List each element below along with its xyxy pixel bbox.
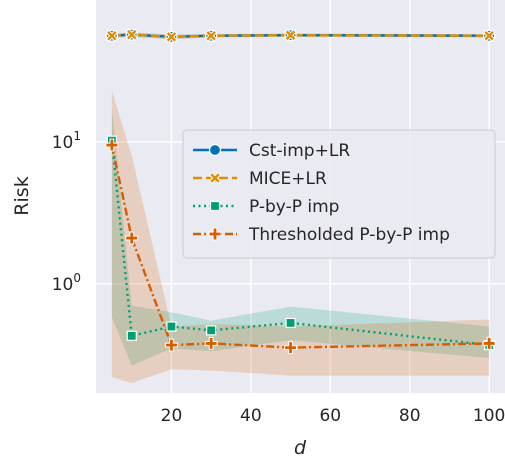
point-thresholded-p-by-p-imp [482, 336, 496, 350]
point-p-by-p-imp [285, 317, 296, 329]
legend-entry-mice-lr: MICE+LR [193, 169, 327, 189]
point-p-by-p-imp [126, 330, 137, 341]
point-p-by-p-imp [206, 325, 217, 336]
series-markers [105, 28, 496, 355]
legend-entry-p-by-p-imp: P-by-P imp [193, 197, 339, 217]
point-thresholded-p-by-p-imp [164, 338, 178, 352]
point-thresholded-p-by-p-imp [105, 138, 119, 152]
y-axis-label: Risk [11, 176, 33, 215]
legend-marker-cst-imp-lr [208, 143, 222, 157]
point-p-by-p-imp [166, 321, 177, 332]
legend-label-mice-lr: MICE+LR [249, 169, 327, 189]
legend-marker-p-by-p-imp [209, 200, 221, 212]
legend-entry-cst-imp-lr: Cst-imp+LR [193, 141, 350, 161]
x-tick-label: 100 [473, 406, 505, 426]
point-mice-lr [482, 29, 496, 42]
point-mice-lr [284, 28, 297, 42]
band-thresholded-p-by-p-imp [111, 90, 490, 383]
point-thresholded-p-by-p-imp [204, 336, 218, 350]
x-tick-label: 20 [161, 406, 183, 426]
legend-marker-thresholded-p-by-p-imp [208, 227, 222, 241]
x-tick-label: 40 [240, 406, 262, 426]
x-axis-label: d [294, 437, 307, 459]
line-thresholded-p-by-p-imp [110, 144, 490, 349]
legend-marker-mice-lr [208, 171, 222, 185]
y-axis-ticks: 100 101 [52, 129, 81, 295]
point-thresholded-p-by-p-imp [125, 231, 139, 245]
x-tick-label: 80 [399, 406, 421, 426]
y-tick-label: 100 [52, 271, 81, 295]
point-mice-lr [125, 28, 138, 41]
y-tick-label: 101 [52, 129, 81, 153]
legend-entry-thresholded-p-by-p-imp: Thresholded P-by-P imp [193, 225, 450, 245]
point-mice-lr [105, 29, 119, 42]
x-axis-ticks: 20 40 60 80 100 [161, 406, 505, 426]
legend: Cst-imp+LR MICE+LR P-by-P imp Thresholded P… [182, 129, 496, 259]
legend-label-p-by-p-imp: P-by-P imp [249, 197, 339, 217]
legend-frame [182, 129, 496, 259]
legend-label-thresholded-p-by-p-imp: Thresholded P-by-P imp [248, 225, 450, 245]
legend-label-cst-imp-lr: Cst-imp+LR [249, 141, 350, 161]
x-tick-label: 60 [319, 406, 341, 426]
point-mice-lr [204, 29, 218, 42]
point-mice-lr [165, 30, 178, 44]
point-thresholded-p-by-p-imp [284, 341, 298, 355]
